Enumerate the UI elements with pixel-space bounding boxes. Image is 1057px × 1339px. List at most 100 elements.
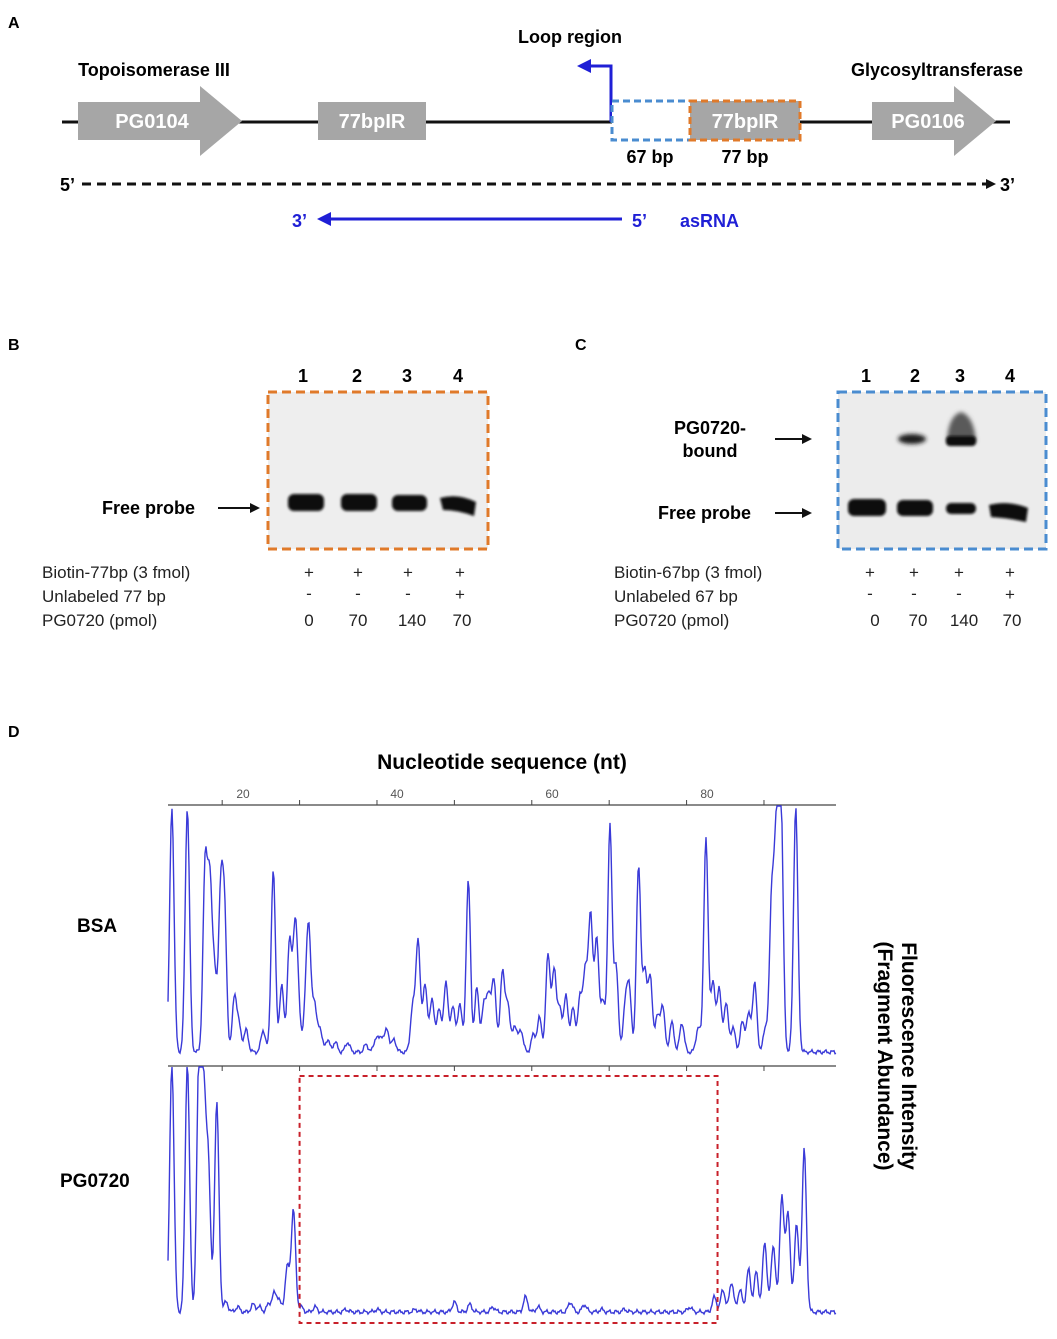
panel-b-row-2-lane-3: - (405, 584, 411, 603)
panel-c-row-2-lane-3: - (956, 584, 962, 603)
panel-b-row-2-lane-1: - (306, 584, 312, 603)
protected-region-box (298, 1075, 719, 1324)
panel-b-free-probe-label: Free probe (102, 498, 195, 518)
ir-right-box (688, 99, 802, 142)
panel-c-row-3-lane-1: 0 (870, 611, 879, 630)
panel-c-row-3-lane-4: 70 (1003, 611, 1022, 630)
box-67bp (610, 99, 696, 142)
panel-c-free-probe-label: Free probe (658, 503, 751, 523)
panel-c-row-1-lane-4: + (1005, 563, 1015, 582)
gene-pg0104-arrow (78, 86, 242, 156)
panel-c-row-3-label: PG0720 (pmol) (614, 611, 729, 630)
panel-b-row-1-lane-4: + (455, 563, 465, 582)
panel-b-letter: B (8, 337, 20, 354)
strand-5-label: 5’ (60, 175, 75, 195)
panel-c-letter: C (575, 337, 587, 354)
panel-d-tick-40: 40 (390, 787, 404, 801)
panel-b-row-1-lane-3: + (403, 563, 413, 582)
panel-b-row-3-lane-3: 140 (398, 611, 426, 630)
loop-arrow (577, 59, 613, 122)
panel-d-xlabel: Nucleotide sequence (nt) (377, 751, 627, 774)
panel-b-row-2-label: Unlabeled 77 bp (42, 587, 166, 606)
asrna-5-label: 5’ (632, 211, 647, 231)
panel-c-lane-1: 1 (861, 366, 871, 386)
trace-pg0720 (167, 1066, 837, 1316)
panel-c-row-3-lane-2: 70 (909, 611, 928, 630)
gene-pg0106-arrow (872, 86, 996, 156)
panel-c-row-1-lane-3: + (954, 563, 964, 582)
panel-c-row-2-label: Unlabeled 67 bp (614, 587, 738, 606)
asrna-3-label: 3’ (292, 211, 307, 231)
bp67-label: 67 bp (626, 147, 673, 167)
panel-b-band-lane-2 (341, 494, 377, 511)
panel-c-gel (836, 390, 1048, 551)
panel-b-band-lane-3 (392, 495, 427, 511)
strand-3-label: 3’ (1000, 175, 1015, 195)
panel-c-row-1-lane-2: + (909, 563, 919, 582)
panel-b-lane-2: 2 (352, 366, 362, 386)
panel-b-band-lane-4 (440, 496, 476, 516)
panel-d-letter: D (8, 724, 20, 741)
panel-b-band-lane-1 (288, 494, 324, 511)
panel-c: C 1 2 3 4 PG0720- bound Free probe Bioti… (575, 337, 1048, 630)
panel-d-tick-80: 80 (700, 787, 714, 801)
panel-a-letter: A (8, 15, 20, 32)
panel-b-row-1-lane-2: + (353, 563, 363, 582)
ir-right-label: 77bpIR (712, 111, 779, 133)
panel-c-free-band-lane-1 (848, 499, 886, 516)
trace-bsa (167, 805, 837, 1056)
panel-c-lane-4: 4 (1005, 366, 1015, 386)
panel-b-row-3-label: PG0720 (pmol) (42, 611, 157, 630)
bp77-label: 77 bp (721, 147, 768, 167)
panel-c-bound-label-1: PG0720- (674, 418, 746, 438)
panel-c-bound-smear-lane-3 (947, 412, 976, 442)
panel-d-ylabel-2: (Fragment Abundance) (873, 941, 896, 1170)
ir-left-label: 77bpIR (339, 111, 406, 133)
panel-a: A PG0104 Topoisomerase III 77bpIR Loop r… (8, 15, 1023, 231)
panel-c-row-3-lane-3: 140 (950, 611, 978, 630)
panel-c-row-1-lane-1: + (865, 563, 875, 582)
panel-b-row-3-lane-2: 70 (349, 611, 368, 630)
panel-c-row-2-lane-1: - (867, 584, 873, 603)
panel-c-lane-3: 3 (955, 366, 965, 386)
panel-d-tick-60: 60 (545, 787, 559, 801)
panel-b-lane-4: 4 (453, 366, 463, 386)
loop-region-label: Loop region (518, 27, 622, 47)
panel-c-bound-label-2: bound (683, 441, 738, 461)
panel-b: B 1 2 3 4 Free probe Biotin-77bp (3 fmol… (8, 337, 490, 630)
panel-c-row-1-label: Biotin-67bp (3 fmol) (614, 563, 762, 582)
panel-d-ylabel-1: Fluorescence Intensity (897, 942, 920, 1170)
gene-left-name: Topoisomerase III (78, 60, 230, 80)
panel-b-lane-1: 1 (298, 366, 308, 386)
gene-right-name: Glycosyltransferase (851, 60, 1023, 80)
panel-b-row-3-lane-1: 0 (304, 611, 313, 630)
panel-c-free-band-lane-2 (897, 500, 933, 516)
panel-b-row-3-lane-4: 70 (453, 611, 472, 630)
panel-b-row-1-lane-1: + (304, 563, 314, 582)
gene-pg0104-label: PG0104 (115, 111, 189, 133)
panel-b-row-2-lane-4: + (455, 585, 465, 604)
panel-b-gel (266, 390, 490, 551)
panel-c-bound-band-lane-3 (946, 436, 976, 446)
panel-c-row-2-lane-2: - (911, 584, 917, 603)
panel-c-lane-2: 2 (910, 366, 920, 386)
panel-b-row-1-label: Biotin-77bp (3 fmol) (42, 563, 190, 582)
panel-d-tick-marks (221, 800, 765, 1071)
panel-c-free-band-lane-3 (946, 503, 976, 514)
track-bsa-label: BSA (77, 916, 117, 937)
panel-d-ylabel: Fluorescence Intensity (Fragment Abundan… (873, 941, 920, 1170)
panel-b-row-2-lane-2: - (355, 584, 361, 603)
panel-c-row-2-lane-4: + (1005, 585, 1015, 604)
panel-c-bound-band-lane-2 (898, 434, 926, 444)
track-pg0720-label: PG0720 (60, 1171, 130, 1192)
panel-b-bands (288, 494, 476, 516)
panel-b-lane-3: 3 (402, 366, 412, 386)
asrna-label: asRNA (680, 211, 739, 231)
gene-pg0106-label: PG0106 (891, 111, 964, 133)
panel-d: D Nucleotide sequence (nt) 20 40 60 80 B… (8, 724, 920, 1324)
ir-left-box (318, 102, 426, 140)
panel-d-tick-20: 20 (236, 787, 250, 801)
panel-c-bands (848, 412, 1028, 522)
panel-c-free-band-lane-4 (989, 503, 1028, 522)
